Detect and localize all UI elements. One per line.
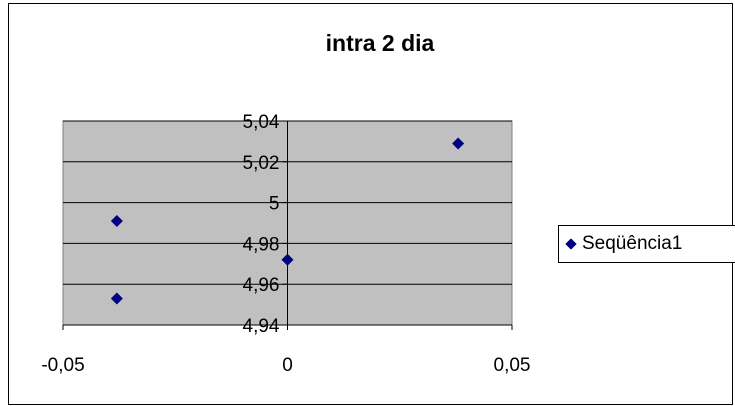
x-tick-labels: -0,05 0 0,05 bbox=[41, 355, 530, 376]
y-tick-label: 5 bbox=[269, 194, 280, 215]
data-point bbox=[110, 292, 123, 305]
chart-title: intra 2 dia bbox=[326, 30, 435, 56]
data-point bbox=[281, 253, 294, 266]
axes bbox=[62, 120, 513, 330]
x-tick-label: -0,05 bbox=[41, 355, 84, 376]
data-point bbox=[110, 214, 123, 227]
y-tick-label: 5,02 bbox=[243, 153, 280, 174]
legend-marker-icon bbox=[565, 238, 577, 250]
y-tick-label: 5,04 bbox=[243, 112, 280, 133]
legend: Seqüência1 bbox=[558, 225, 735, 263]
y-tick-label: 4,98 bbox=[243, 234, 280, 255]
legend-label: Seqüência1 bbox=[582, 233, 683, 254]
y-tick-label: 4,96 bbox=[243, 275, 280, 296]
x-tick-label: 0 bbox=[282, 355, 293, 376]
data-point bbox=[452, 137, 465, 150]
y-tick-label: 4,94 bbox=[243, 316, 280, 337]
x-tick-label: 0,05 bbox=[494, 355, 531, 376]
data-points bbox=[110, 137, 465, 305]
y-tick-labels: 4,94 4,96 4,98 5 5,02 5,04 bbox=[243, 112, 280, 337]
